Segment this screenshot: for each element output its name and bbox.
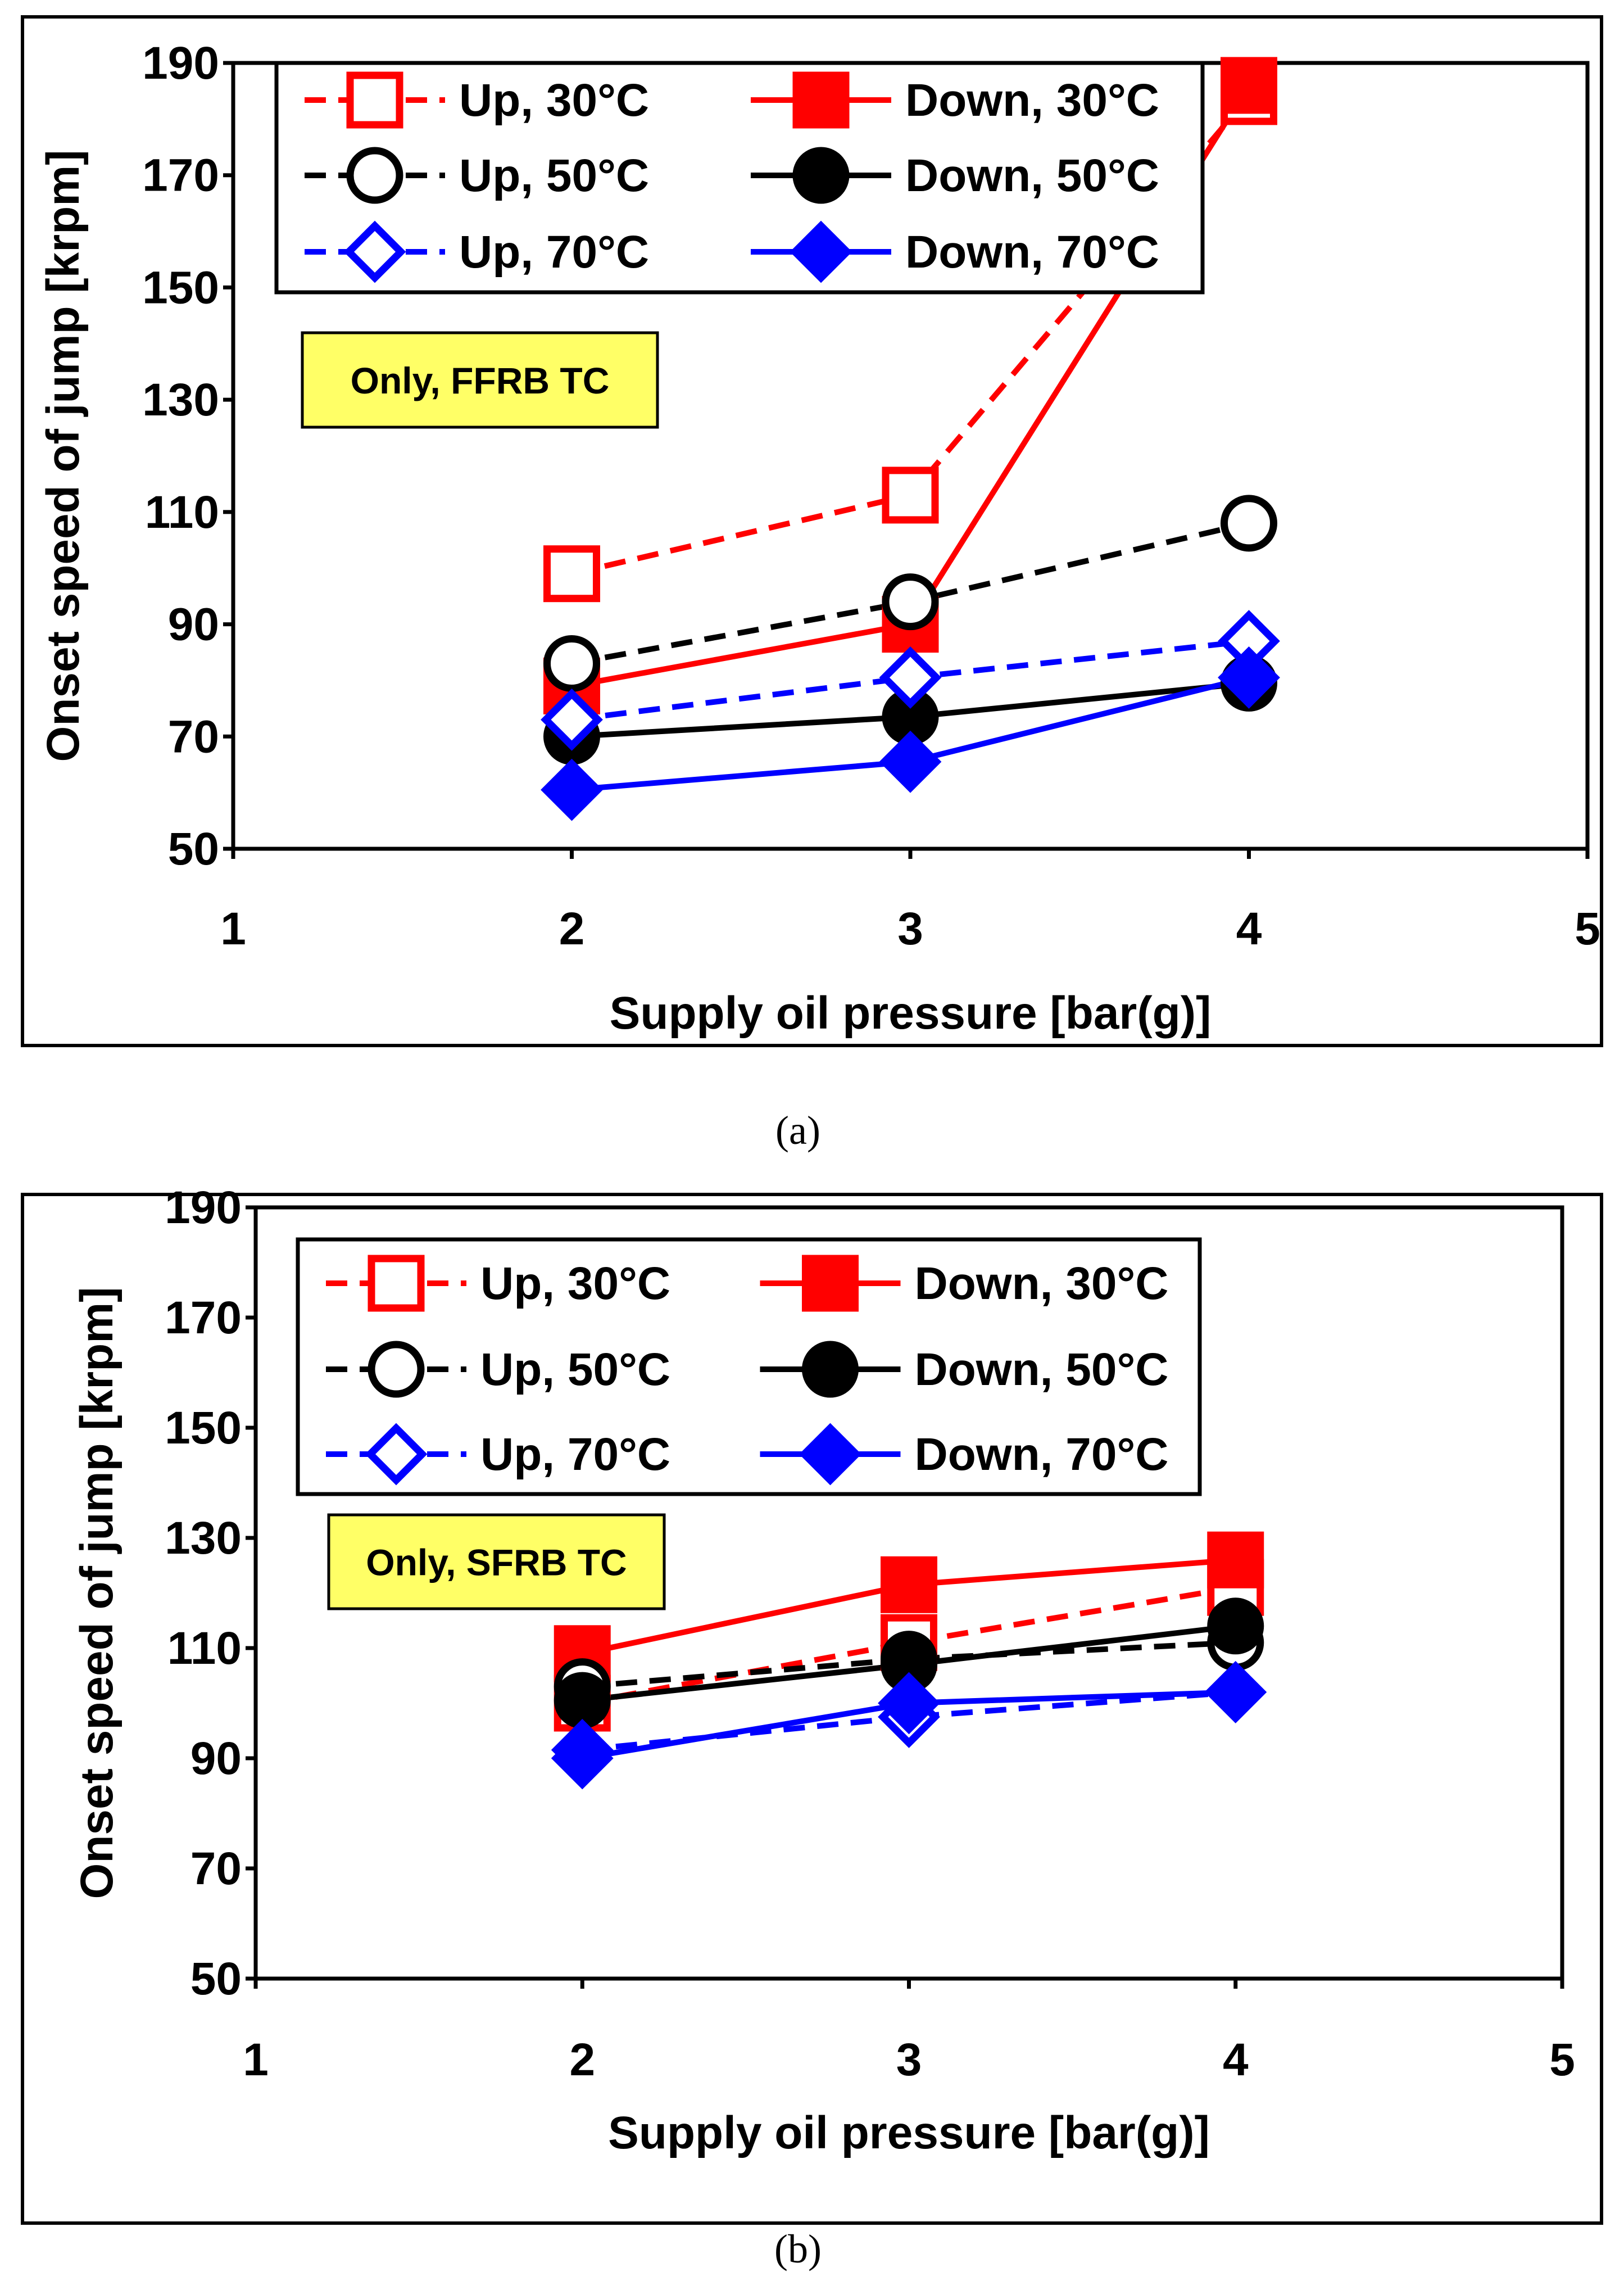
legend-marker-1 [346,71,403,129]
y-tick-label: 90 [190,1733,242,1784]
data-point-series-3 [882,573,939,631]
y-tick-label: 130 [142,374,219,426]
x-tick-label: 2 [559,903,585,954]
x-tick-label: 3 [897,903,923,954]
legend-label-6: Down, 70°C [905,227,1159,278]
y-tick-label: 90 [168,599,219,650]
data-point-series-2 [1221,57,1277,114]
x-tick-label: 2 [569,2034,595,2085]
x-tick-label: 5 [1549,2034,1575,2085]
legend-label-3: Up, 50°C [459,150,649,201]
x-tick-label: 4 [1223,2034,1249,2085]
y-tick-label: 110 [167,1623,242,1674]
legend-marker-1 [368,1255,425,1312]
legend-marker-3 [368,1341,425,1398]
y-axis-title: Onset speed of jump [krpm] [38,150,89,762]
data-point-series-2 [1207,1531,1264,1588]
data-point-series-6 [1218,646,1280,709]
data-point-series-6 [879,730,942,793]
y-tick-label: 110 [145,487,219,538]
y-tick-label: 50 [168,823,219,875]
data-point-series-6 [551,1727,614,1790]
y-tick-label: 70 [190,1843,242,1894]
panel-caption: (a) [775,1108,820,1153]
x-tick-label: 1 [243,2034,269,2085]
legend-label-1: Up, 30°C [459,75,649,126]
data-point-series-4 [554,1672,611,1729]
x-tick-label: 1 [220,903,246,954]
annotation-box [327,1513,666,1610]
legend-marker-2 [792,71,850,129]
y-tick-label: 190 [142,38,219,89]
data-point-series-3 [1221,495,1277,552]
data-point-series-5 [541,688,603,751]
chart-border [21,15,1603,1047]
x-tick-label: 4 [1236,903,1262,954]
legend-marker-6 [799,1423,861,1486]
y-tick-label: 150 [142,262,219,313]
data-point-series-2 [881,1556,937,1613]
data-point-series-6 [878,1672,940,1735]
series-line-3 [582,1640,1236,1690]
x-axis-title: Supply oil pressure [bar(g)] [610,988,1212,1039]
series-line-1 [582,1585,1236,1706]
legend-label-5: Up, 70°C [459,227,649,278]
annotation-box [301,331,659,429]
legend-marker-5 [365,1423,428,1486]
x-tick-label: 5 [1575,903,1600,954]
legend-label-6: Down, 70°C [915,1429,1169,1480]
y-tick-label: 150 [165,1402,242,1454]
legend-marker-5 [343,220,406,283]
legend-marker-2 [802,1255,859,1312]
legend-marker-4 [802,1341,859,1398]
y-tick-label: 50 [190,1953,242,2004]
y-tick-label: 130 [165,1513,242,1564]
legend-label-4: Down, 50°C [905,150,1159,201]
y-tick-label: 190 [165,1182,242,1233]
legend-box [274,61,1205,295]
chart-panel-2: 50 70 90 110 130 150 170 190 1 2 3 4 5 Supply oil pre… [21,1182,1603,2271]
annotation-text: Only, SFRB TC [366,1542,627,1583]
data-point-series-1 [543,545,600,603]
legend-label-4: Down, 50°C [915,1344,1169,1395]
legend-label-2: Down, 30°C [905,75,1159,126]
chart-panel-1: 50 70 90 110 130 150 170 190 1 2 3 4 5 Supply oil pre… [21,15,1603,1153]
y-tick-label: 170 [165,1292,242,1343]
x-tick-label: 3 [896,2034,922,2085]
legend-marker-4 [792,147,850,204]
y-tick-label: 70 [168,711,219,762]
chart-border [21,1193,1603,2225]
legend-marker-3 [346,147,403,204]
data-point-series-6 [541,758,603,821]
data-point-series-4 [1207,1597,1264,1655]
data-point-series-6 [1204,1661,1267,1723]
x-axis-title: Supply oil pressure [bar(g)] [608,2107,1210,2158]
legend-marker-6 [790,220,852,283]
panel-caption: (b) [774,2226,822,2271]
legend-label-1: Up, 30°C [480,1258,670,1309]
legend-label-3: Up, 50°C [480,1344,670,1395]
legend-label-5: Up, 70°C [480,1429,670,1480]
y-axis-title: Onset speed of jump [krpm] [71,1287,123,1899]
data-point-series-3 [543,635,600,692]
data-point-series-5 [879,646,942,709]
y-tick-label: 170 [142,150,219,201]
legend-label-2: Down, 30°C [915,1258,1169,1309]
data-point-series-1 [882,467,939,524]
annotation-text: Only, FFRB TC [351,360,610,401]
